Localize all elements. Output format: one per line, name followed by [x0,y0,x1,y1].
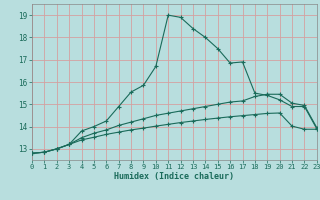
X-axis label: Humidex (Indice chaleur): Humidex (Indice chaleur) [115,172,234,181]
